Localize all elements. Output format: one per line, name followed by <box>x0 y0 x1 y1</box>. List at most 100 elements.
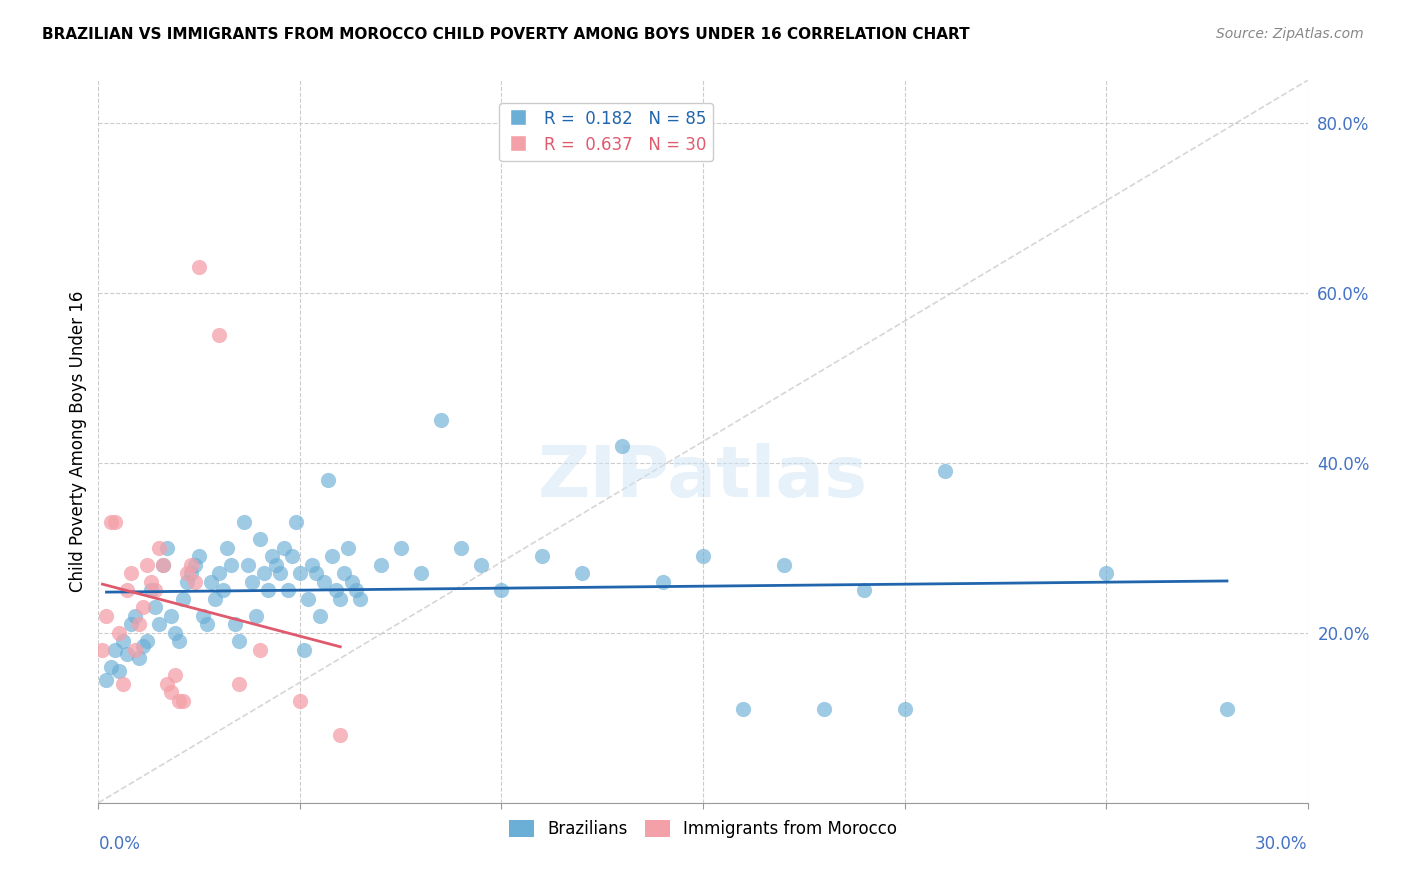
Point <box>301 558 323 572</box>
Point <box>100 660 122 674</box>
Point <box>156 541 179 555</box>
Point <box>571 566 593 581</box>
Point <box>193 608 215 623</box>
Point <box>389 541 412 555</box>
Point <box>612 439 634 453</box>
Point <box>228 677 250 691</box>
Point <box>337 541 360 555</box>
Point <box>204 591 226 606</box>
Point <box>934 464 956 478</box>
Point <box>232 516 254 530</box>
Point <box>139 574 162 589</box>
Point <box>240 574 263 589</box>
Point <box>349 591 371 606</box>
Point <box>128 617 150 632</box>
Point <box>277 583 299 598</box>
Point <box>188 260 211 275</box>
Point <box>288 566 311 581</box>
Point <box>249 642 271 657</box>
Point <box>217 541 239 555</box>
Point <box>813 702 835 716</box>
Point <box>132 600 155 615</box>
Point <box>893 702 915 716</box>
Point <box>269 566 291 581</box>
Point <box>152 558 174 572</box>
Point <box>176 566 198 581</box>
Y-axis label: Child Poverty Among Boys Under 16: Child Poverty Among Boys Under 16 <box>69 291 87 592</box>
Point <box>1095 566 1118 581</box>
Point <box>245 608 267 623</box>
Point <box>160 685 183 699</box>
Point <box>409 566 432 581</box>
Point <box>103 642 125 657</box>
Point <box>370 558 392 572</box>
Point <box>124 608 146 623</box>
Point <box>148 541 170 555</box>
Point <box>333 566 356 581</box>
Point <box>208 328 231 343</box>
Point <box>260 549 283 564</box>
Point <box>111 677 134 691</box>
Point <box>430 413 453 427</box>
Point <box>139 583 162 598</box>
Point <box>176 574 198 589</box>
Point <box>292 642 315 657</box>
Text: 30.0%: 30.0% <box>1256 835 1308 854</box>
Point <box>651 574 673 589</box>
Point <box>172 694 194 708</box>
Point <box>128 651 150 665</box>
Point <box>692 549 714 564</box>
Point <box>530 549 553 564</box>
Point <box>143 600 166 615</box>
Point <box>309 608 332 623</box>
Point <box>172 591 194 606</box>
Text: ZIPatlas: ZIPatlas <box>538 443 868 512</box>
Text: 0.0%: 0.0% <box>98 835 141 854</box>
Point <box>124 642 146 657</box>
Point <box>772 558 794 572</box>
Point <box>305 566 328 581</box>
Point <box>156 677 179 691</box>
Point <box>1216 702 1239 716</box>
Point <box>224 617 246 632</box>
Point <box>284 516 307 530</box>
Point <box>221 558 243 572</box>
Point <box>733 702 755 716</box>
Point <box>163 668 186 682</box>
Point <box>103 516 125 530</box>
Point <box>491 583 513 598</box>
Point <box>195 617 218 632</box>
Point <box>91 642 114 657</box>
Point <box>111 634 134 648</box>
Point <box>297 591 319 606</box>
Point <box>325 583 347 598</box>
Point <box>342 574 364 589</box>
Point <box>228 634 250 648</box>
Point <box>253 566 276 581</box>
Point <box>143 583 166 598</box>
Point <box>132 639 155 653</box>
Point <box>329 728 352 742</box>
Point <box>316 473 339 487</box>
Point <box>160 608 183 623</box>
Point <box>200 574 222 589</box>
Point <box>853 583 876 598</box>
Legend: Brazilians, Immigrants from Morocco: Brazilians, Immigrants from Morocco <box>502 814 904 845</box>
Text: BRAZILIAN VS IMMIGRANTS FROM MOROCCO CHILD POVERTY AMONG BOYS UNDER 16 CORRELATI: BRAZILIAN VS IMMIGRANTS FROM MOROCCO CHI… <box>42 27 970 42</box>
Point <box>167 634 190 648</box>
Point <box>184 574 207 589</box>
Point <box>314 574 336 589</box>
Point <box>120 617 142 632</box>
Point <box>96 673 118 687</box>
Point <box>180 558 202 572</box>
Point <box>96 608 118 623</box>
Point <box>208 566 231 581</box>
Point <box>288 694 311 708</box>
Point <box>152 558 174 572</box>
Point <box>135 634 157 648</box>
Point <box>321 549 343 564</box>
Point <box>100 516 122 530</box>
Point <box>115 583 138 598</box>
Point <box>167 694 190 708</box>
Point <box>273 541 295 555</box>
